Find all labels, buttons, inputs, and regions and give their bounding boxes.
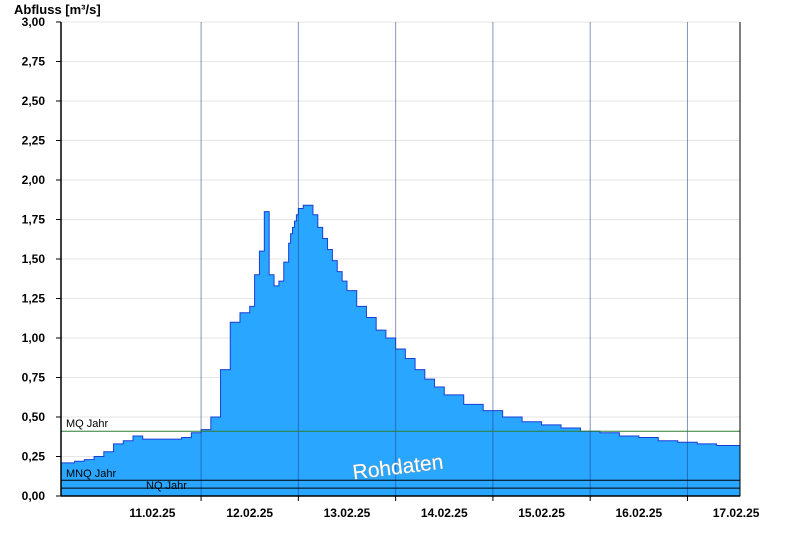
x-tick-label: 15.02.25 xyxy=(518,506,565,520)
x-tick-label: 16.02.25 xyxy=(615,506,662,520)
x-tick-label: 13.02.25 xyxy=(324,506,371,520)
y-axis-title: Abfluss [m³/s] xyxy=(14,2,101,17)
y-tick-label: 0,75 xyxy=(22,371,46,385)
y-tick-label: 1,25 xyxy=(22,292,46,306)
series-area xyxy=(60,204,741,497)
x-tick-labels: 11.02.25 12.02.25 13.02.25 14.02.25 15.02.25… xyxy=(129,506,759,520)
y-tick-label: 0,25 xyxy=(22,450,46,464)
series-path xyxy=(60,204,741,497)
axes xyxy=(56,21,741,501)
y-tick-label: 2,50 xyxy=(22,94,46,108)
x-tick-label: 12.02.25 xyxy=(226,506,273,520)
y-tick-label: 0,00 xyxy=(22,489,46,503)
y-tick-label: 1,75 xyxy=(22,213,46,227)
day-separators xyxy=(200,22,688,496)
y-tick-labels: 0,00 0,25 0,50 0,75 1,00 1,25 1,50 1,75 2,00 2,25… xyxy=(22,15,46,503)
x-tick-label: 14.02.25 xyxy=(421,506,468,520)
y-tick-label: 2,75 xyxy=(22,55,46,69)
reference-line-label: MQ Jahr xyxy=(66,418,109,430)
y-tick-label: 1,50 xyxy=(22,252,46,266)
x-tick-label: 11.02.25 xyxy=(129,506,175,520)
reference-line-label: NQ Jahr xyxy=(146,480,187,492)
y-tick-label: 1,00 xyxy=(22,331,46,345)
reference-line-label: MNQ Jahr xyxy=(66,468,116,480)
y-tick-label: 2,25 xyxy=(22,134,46,148)
x-tick-label: 17.02.25 xyxy=(713,506,760,520)
y-tick-label: 0,50 xyxy=(22,410,46,424)
y-tick-label: 3,00 xyxy=(22,15,46,29)
reference-lines: MQ Jahr MNQ Jahr NQ Jahr xyxy=(61,418,740,492)
y-tick-label: 2,00 xyxy=(22,173,46,187)
